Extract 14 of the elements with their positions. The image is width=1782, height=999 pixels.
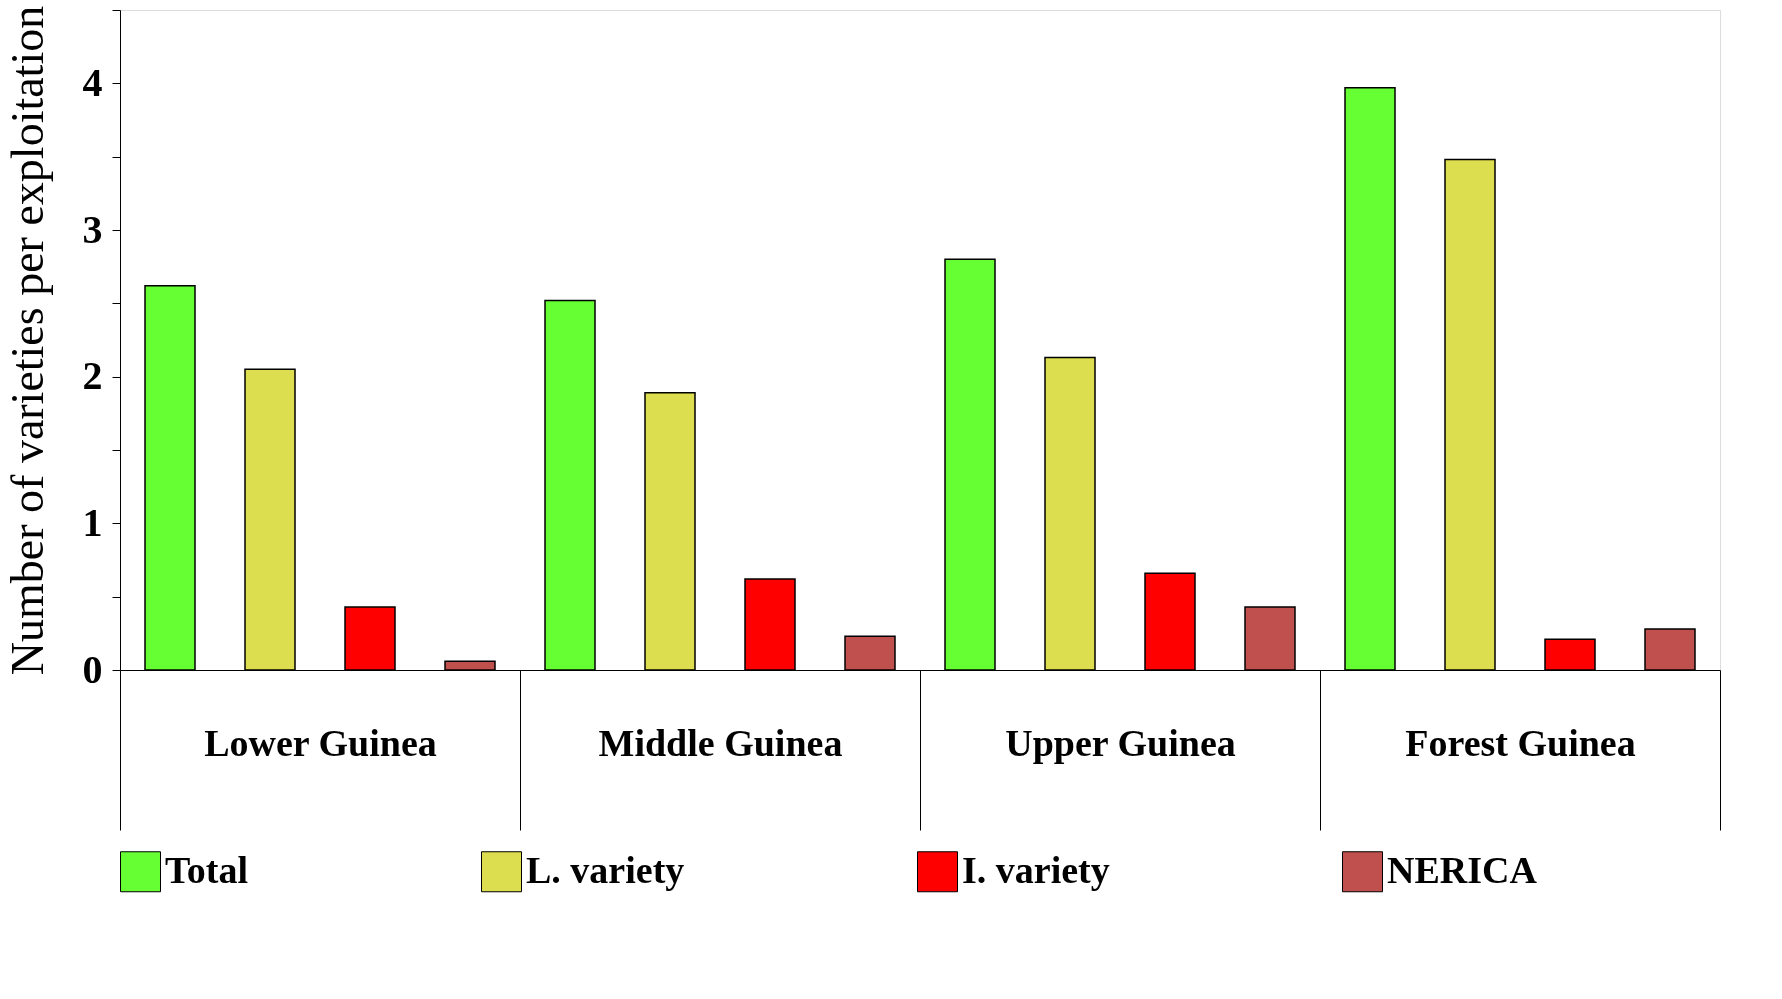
y-tick-label: 4 [82,59,103,105]
x-tick-label: Middle Guinea [598,721,843,764]
x-tick-label: Upper Guinea [1005,721,1236,764]
y-tick-label: 1 [82,499,103,545]
legend-label: Total [165,848,249,891]
x-tick-label: Lower Guinea [204,721,437,764]
legend-label: I. variety [962,848,1110,891]
y-axis-title: Number of varieties per exploitation [1,5,53,676]
legend-label: L. variety [526,848,685,891]
legend-label: NERICA [1387,848,1538,891]
y-tick-label: 0 [82,646,103,692]
x-tick-label: Forest Guinea [1405,721,1636,764]
y-tick-label: 2 [82,353,103,399]
y-tick-label: 3 [82,206,103,252]
